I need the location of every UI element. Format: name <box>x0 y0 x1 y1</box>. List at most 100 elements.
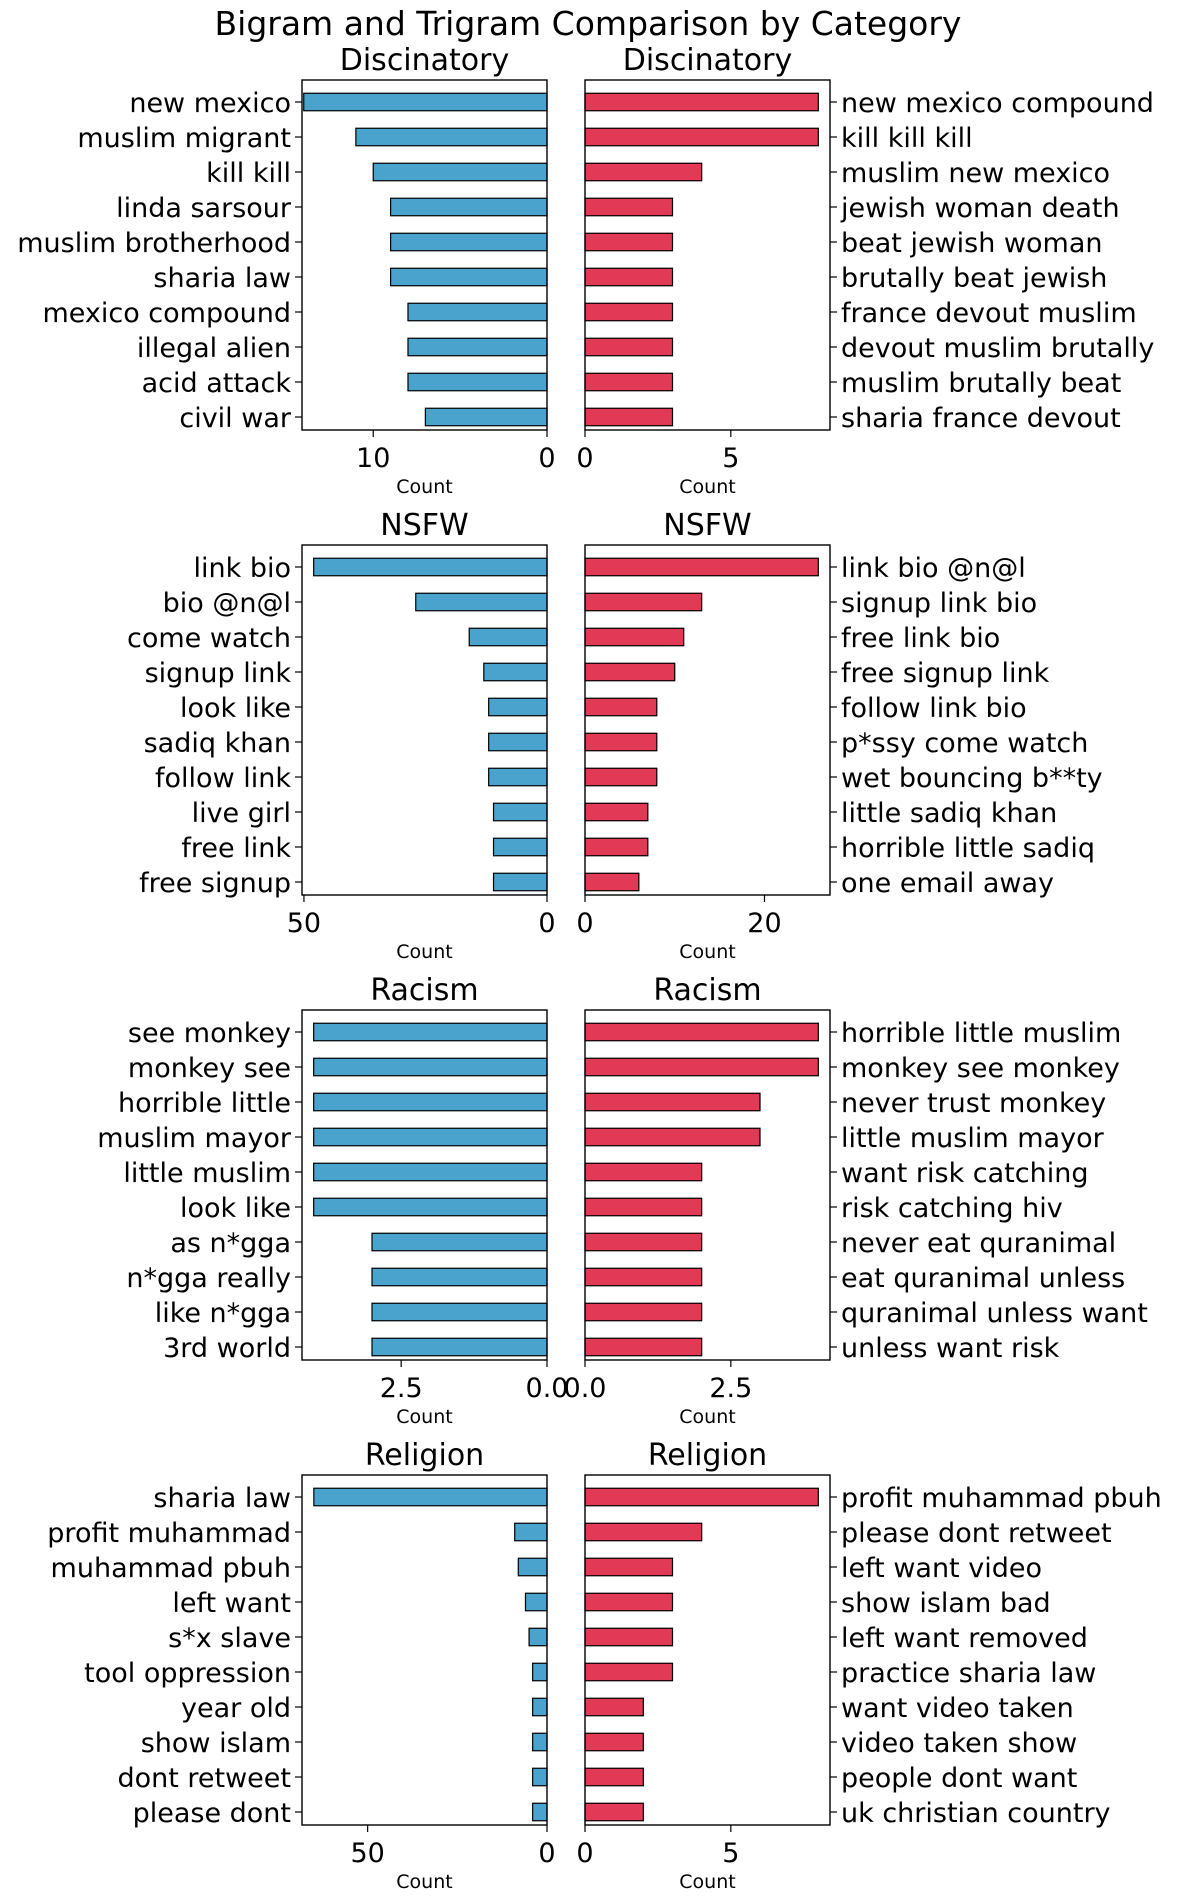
chart-1-discinatory-trigram-bar-france-devout-muslim <box>584 302 674 322</box>
chart-5-racism-trigram-bar-horrible-little-muslim <box>584 1022 819 1042</box>
chart-5-racism-trigram-xlabel: Count <box>679 1406 735 1428</box>
chart-0-discinatory-bigram-bar-illegal-alien <box>407 337 548 357</box>
chart-3-nsfw-trigram-label-little-sadiq-khan: little sadiq khan <box>841 798 1057 829</box>
chart-6-religion-bigram-bar-sharia-law <box>313 1487 548 1507</box>
chart-3-nsfw-trigram-xlabel: Count <box>679 941 735 963</box>
chart-4-racism-bigram-bar-little-muslim <box>313 1162 548 1182</box>
chart-6-religion-bigram-label-sharia-law: sharia law <box>153 1483 291 1514</box>
chart-2-nsfw-bigram: NSFW link bio bio @n@l come watch signup lin… <box>127 508 556 963</box>
chart-2-nsfw-bigram-title: NSFW <box>380 508 468 543</box>
chart-1-discinatory-trigram-bar-kill-kill-kill <box>584 127 819 147</box>
chart-2-nsfw-bigram-label-link-bio: link bio <box>194 553 292 584</box>
chart-3-nsfw-trigram-bar-little-sadiq-khan <box>584 802 649 822</box>
chart-5-racism-trigram-bar-quranimal-unless-want <box>584 1302 703 1322</box>
chart-7-religion-trigram-bar-show-islam-bad <box>584 1592 674 1612</box>
chart-0-discinatory-bigram-bar-kill-kill <box>372 162 548 182</box>
chart-0-discinatory-bigram-label-illegal-alien: illegal alien <box>137 333 291 364</box>
chart-7-religion-trigram-bar-uk-christian-country <box>584 1802 644 1822</box>
chart-5-racism-trigram-bar-risk-catching-hiv <box>584 1197 703 1217</box>
chart-1-discinatory-trigram-bar-brutally-beat-jewish <box>584 267 674 287</box>
chart-7-religion-trigram-label-left-want-video: left want video <box>841 1553 1042 1584</box>
chart-4-racism-bigram-title: Racism <box>370 973 478 1008</box>
chart-5-racism-trigram-bar-unless-want-risk <box>584 1337 703 1357</box>
chart-5-racism-trigram-frame <box>584 1009 831 1361</box>
chart-3-nsfw-trigram: NSFW link bio @n@l signup link bio free lin… <box>576 508 1102 963</box>
chart-4-racism-bigram-bar-see-monkey <box>313 1022 548 1042</box>
chart-1-discinatory-trigram-label-devout-muslim-brutally: devout muslim brutally <box>841 333 1154 364</box>
chart-3-nsfw-trigram-label-signup-link-bio: signup link bio <box>841 588 1037 619</box>
chart-2-nsfw-bigram-bar-signup-link <box>483 662 548 682</box>
chart-6-religion-bigram-label-show-islam: show islam <box>141 1728 291 1759</box>
chart-5-racism-trigram-xtick-label: 2.5 <box>709 1373 752 1404</box>
chart-7-religion-trigram-label-practice-sharia-law: practice sharia law <box>841 1658 1096 1689</box>
chart-4-racism-bigram-bar-muslim-mayor <box>313 1127 548 1147</box>
chart-7-religion-trigram-bar-please-dont-retweet <box>584 1522 703 1542</box>
chart-5-racism-trigram-label-quranimal-unless-want: quranimal unless want <box>841 1298 1148 1329</box>
chart-0-discinatory-bigram-label-sharia-law: sharia law <box>153 263 291 294</box>
chart-3-nsfw-trigram-bar-horrible-little-sadiq <box>584 837 649 857</box>
chart-0-discinatory-bigram-bar-mexico-compound <box>407 302 548 322</box>
chart-4-racism-bigram-label-monkey-see: monkey see <box>128 1053 291 1084</box>
chart-4-racism-bigram-bar-look-like <box>313 1197 548 1217</box>
chart-7-religion-trigram-bar-want-video-taken <box>584 1697 644 1717</box>
chart-5-racism-trigram-xtick-label: 0.0 <box>564 1373 607 1404</box>
chart-7-religion-trigram-bar-practice-sharia-law <box>584 1662 674 1682</box>
chart-6-religion-bigram: Religion sharia law profit muhammad muhamma… <box>47 1438 555 1893</box>
chart-6-religion-bigram-label-s-x-slave: s*x slave <box>168 1623 291 1654</box>
chart-5-racism-trigram-label-want-risk-catching: want risk catching <box>841 1158 1088 1189</box>
chart-3-nsfw-trigram-xtick-label: 0 <box>576 908 593 939</box>
chart-6-religion-bigram-bar-please-dont <box>532 1802 548 1822</box>
chart-0-discinatory-bigram-label-civil-war: civil war <box>179 403 292 434</box>
chart-1-discinatory-trigram-bar-sharia-france-devout <box>584 407 674 427</box>
chart-2-nsfw-bigram-bar-look-like <box>488 697 548 717</box>
chart-2-nsfw-bigram-label-free-link: free link <box>181 833 291 864</box>
chart-1-discinatory-trigram-label-jewish-woman-death: jewish woman death <box>840 193 1120 224</box>
chart-0-discinatory-bigram-label-new-mexico: new mexico <box>129 88 291 119</box>
chart-4-racism-bigram-label-horrible-little: horrible little <box>118 1088 291 1119</box>
chart-1-discinatory-trigram-bar-new-mexico-compound <box>584 92 819 112</box>
chart-7-religion-trigram-bar-left-want-removed <box>584 1627 674 1647</box>
chart-7-religion-trigram-label-people-dont-want: people dont want <box>841 1763 1077 1794</box>
chart-7-religion-trigram: Religion profit muhammad pbuh please dont … <box>576 1438 1161 1893</box>
chart-4-racism-bigram-bar-3rd-world <box>371 1337 548 1357</box>
chart-panels: Discinatory new mexico muslim migrant kill … <box>17 43 1162 1893</box>
chart-7-religion-trigram-frame <box>584 1474 831 1826</box>
chart-3-nsfw-trigram-bar-p-ssy-come-watch <box>584 732 658 752</box>
chart-0-discinatory-bigram-label-acid-attack: acid attack <box>142 368 292 399</box>
figure-title: Bigram and Trigram Comparison by Categor… <box>215 4 962 43</box>
chart-5-racism-trigram-label-unless-want-risk: unless want risk <box>841 1333 1060 1364</box>
chart-5-racism-trigram-label-never-eat-quranimal: never eat quranimal <box>841 1228 1116 1259</box>
chart-3-nsfw-trigram-title: NSFW <box>663 508 751 543</box>
chart-0-discinatory-bigram-label-kill-kill: kill kill <box>206 158 291 189</box>
chart-0-discinatory-bigram-xlabel: Count <box>396 476 452 498</box>
chart-6-religion-bigram-label-year-old: year old <box>181 1693 291 1724</box>
chart-2-nsfw-bigram-xlabel: Count <box>396 941 452 963</box>
chart-6-religion-bigram-title: Religion <box>365 1438 484 1473</box>
chart-0-discinatory-bigram-label-mexico-compound: mexico compound <box>42 298 291 329</box>
chart-7-religion-trigram-label-uk-christian-country: uk christian country <box>841 1798 1111 1829</box>
chart-6-religion-bigram-bar-s-x-slave <box>528 1627 548 1647</box>
chart-6-religion-bigram-label-left-want: left want <box>172 1588 291 1619</box>
chart-4-racism-bigram-bar-like-n-gga <box>371 1302 548 1322</box>
chart-6-religion-bigram-bar-year-old <box>532 1697 548 1717</box>
chart-6-religion-bigram-xtick-label: 50 <box>350 1838 384 1869</box>
chart-2-nsfw-bigram-label-free-signup: free signup <box>139 868 291 899</box>
chart-4-racism-bigram-bar-monkey-see <box>313 1057 548 1077</box>
chart-0-discinatory-bigram: Discinatory new mexico muslim migrant kill … <box>17 43 555 498</box>
chart-3-nsfw-trigram-bar-link-bio-n-l <box>584 557 819 577</box>
chart-5-racism-trigram-label-little-muslim-mayor: little muslim mayor <box>841 1123 1105 1154</box>
chart-4-racism-bigram-frame <box>301 1009 548 1361</box>
chart-4-racism-bigram-label-look-like: look like <box>180 1193 291 1224</box>
chart-3-nsfw-trigram-frame <box>584 544 831 896</box>
chart-2-nsfw-bigram-xtick-label: 50 <box>287 908 321 939</box>
chart-5-racism-trigram: Racism horrible little muslim monkey see m… <box>564 973 1148 1428</box>
chart-5-racism-trigram-label-eat-quranimal-unless: eat quranimal unless <box>841 1263 1125 1294</box>
chart-5-racism-trigram-bar-little-muslim-mayor <box>584 1127 761 1147</box>
chart-5-racism-trigram-bar-never-eat-quranimal <box>584 1232 703 1252</box>
chart-0-discinatory-bigram-bar-new-mexico <box>303 92 548 112</box>
chart-6-religion-bigram-bar-left-want <box>524 1592 548 1612</box>
chart-7-religion-trigram-label-left-want-removed: left want removed <box>841 1623 1088 1654</box>
chart-3-nsfw-trigram-label-free-signup-link: free signup link <box>841 658 1050 689</box>
chart-5-racism-trigram-title: Racism <box>653 973 761 1008</box>
chart-4-racism-bigram-label-muslim-mayor: muslim mayor <box>97 1123 292 1154</box>
